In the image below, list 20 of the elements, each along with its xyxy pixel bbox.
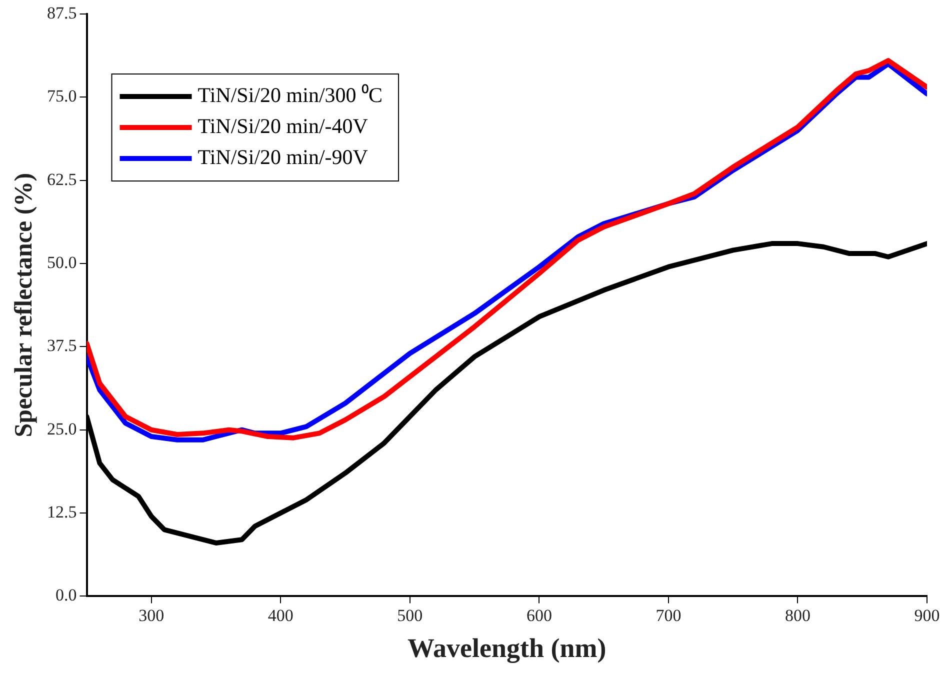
y-tick-label: 25.0 bbox=[47, 419, 77, 438]
x-tick-label: 700 bbox=[656, 606, 682, 625]
legend-label: TiN/Si/20 min/-90V bbox=[198, 145, 368, 170]
y-tick-label: 37.5 bbox=[47, 336, 77, 356]
y-tick-label: 62.5 bbox=[47, 170, 77, 189]
x-tick-label: 500 bbox=[397, 606, 423, 625]
y-axis-title: Specular reflectance (%) bbox=[10, 172, 38, 438]
x-axis-title: Wavelength (nm) bbox=[408, 632, 606, 663]
x-tick-label: 900 bbox=[914, 606, 940, 625]
x-tick-label: 800 bbox=[784, 606, 810, 625]
legend-label: TiN/Si/20 min/-40V bbox=[198, 114, 368, 138]
x-tick-label: 400 bbox=[268, 606, 294, 625]
x-tick-label: 600 bbox=[526, 606, 552, 625]
x-tick-label: 300 bbox=[138, 606, 164, 625]
y-tick-label: 87.5 bbox=[47, 3, 77, 22]
y-tick-label: 0.0 bbox=[56, 586, 77, 605]
y-tick-label: 50.0 bbox=[47, 252, 77, 272]
legend-label: TiN/Si/20 min/300 ⁰C bbox=[198, 83, 383, 108]
y-tick-label: 12.5 bbox=[47, 502, 77, 522]
y-tick-label: 75.0 bbox=[47, 86, 77, 106]
